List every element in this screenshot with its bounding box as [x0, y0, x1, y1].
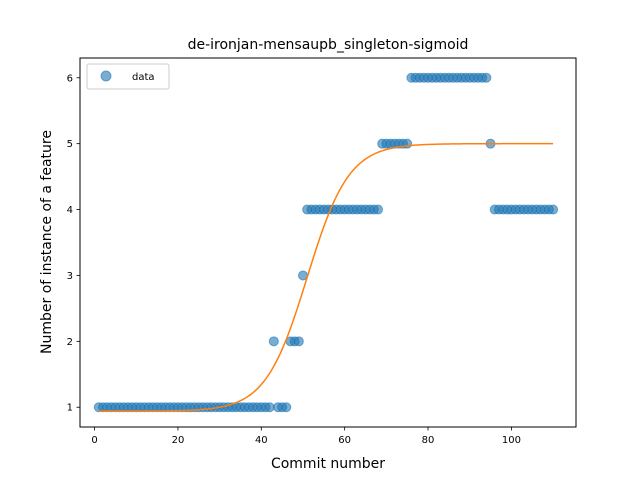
y-tick-label: 6	[67, 73, 73, 84]
plot-area	[93, 72, 559, 413]
data-point	[481, 72, 492, 83]
y-tick-label: 4	[67, 205, 73, 216]
data-point	[293, 336, 304, 347]
data-point	[268, 336, 279, 347]
y-tick-label: 2	[67, 337, 73, 348]
x-axis-label: Commit number	[271, 456, 385, 472]
legend: data	[86, 63, 170, 90]
x-tick-label: 100	[502, 435, 521, 446]
legend-label-data: data	[132, 72, 155, 83]
axes-frame	[79, 57, 577, 428]
x-tick-label: 80	[422, 435, 435, 446]
y-tick-label: 1	[67, 403, 73, 414]
y-axis-label: Number of instance of a feature	[39, 130, 55, 354]
data-point	[548, 204, 559, 215]
x-tick-label: 20	[172, 435, 185, 446]
data-point	[281, 402, 292, 413]
data-point	[373, 204, 384, 215]
x-tick-label: 0	[91, 435, 97, 446]
data-point	[264, 402, 275, 413]
legend-box	[86, 63, 170, 90]
x-tick-label: 40	[255, 435, 268, 446]
chart-title: de-ironjan-mensaupb_singleton-sigmoid	[188, 37, 469, 53]
legend-marker	[100, 70, 112, 82]
x-axis-ticks: 0 20 40 60 80 100	[91, 427, 521, 446]
sigmoid-fit-line	[98, 142, 554, 412]
x-tick-label: 60	[338, 435, 351, 446]
y-tick-label: 3	[67, 271, 73, 282]
y-tick-label: 5	[67, 139, 73, 150]
y-axis-ticks: 1 2 3 4 5 6	[67, 73, 80, 414]
